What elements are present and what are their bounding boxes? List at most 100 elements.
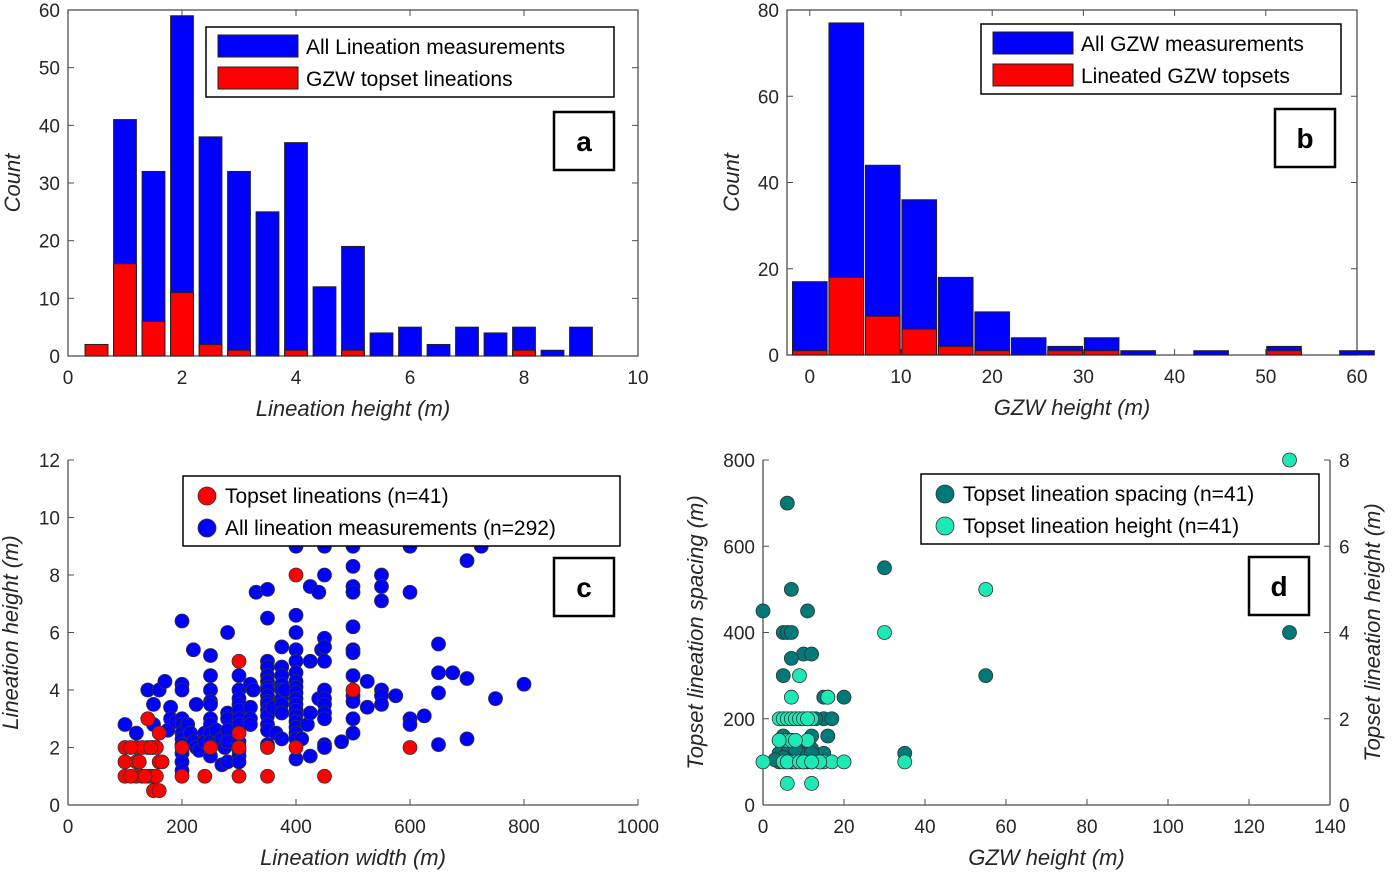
- point: [824, 711, 840, 727]
- point: [388, 688, 404, 704]
- point: [402, 717, 418, 732]
- bar: [455, 326, 479, 357]
- point: [345, 711, 361, 727]
- x-tick-label: 0: [63, 368, 74, 389]
- point: [459, 671, 475, 686]
- point: [317, 653, 332, 669]
- y-tick-label: 0: [49, 347, 60, 368]
- bar: [1266, 350, 1302, 356]
- x-tick-label: 120: [1233, 817, 1265, 838]
- x-tick-label: 50: [1255, 367, 1276, 388]
- point: [775, 668, 791, 684]
- y-tick-label: 0: [744, 796, 755, 817]
- x-tick-label: 30: [1073, 367, 1094, 388]
- y-tick-label: 50: [39, 59, 60, 80]
- legend: All GZW measurements Lineated GZW topsets: [980, 23, 1342, 95]
- bar: [170, 292, 194, 357]
- legend-label: Topset lineation spacing (n=41): [963, 483, 1254, 506]
- y-tick-label: 400: [723, 624, 755, 645]
- bar: [512, 349, 536, 357]
- legend-swatch: [217, 66, 299, 90]
- bar: [141, 320, 166, 357]
- x-tick-label: 2: [177, 368, 188, 389]
- point: [151, 783, 167, 799]
- point: [288, 567, 304, 583]
- point: [231, 668, 247, 684]
- bar: [569, 326, 593, 357]
- point: [242, 717, 258, 732]
- x-tick-label: 140: [1314, 817, 1346, 838]
- point: [897, 754, 913, 770]
- point: [431, 665, 446, 681]
- bar: [974, 350, 1011, 356]
- legend-marker: [197, 518, 217, 538]
- bar: [227, 170, 251, 357]
- bar: [84, 343, 109, 357]
- x-axis-label: GZW height (m): [968, 845, 1124, 870]
- bar: [426, 343, 451, 357]
- point: [260, 581, 275, 597]
- bar: [1010, 337, 1047, 356]
- bar: [1339, 350, 1375, 356]
- legend-label: Lineated GZW topsets: [1081, 65, 1290, 88]
- panel-label: a: [576, 126, 592, 157]
- point: [877, 560, 892, 576]
- point: [755, 603, 771, 619]
- bar: [901, 328, 938, 356]
- x-tick-label: 0: [758, 817, 769, 838]
- point: [459, 553, 475, 569]
- y-axis-label: Count: [0, 153, 25, 213]
- legend: Topset lineation spacing (n=41) Topset li…: [920, 473, 1320, 545]
- point: [137, 768, 153, 784]
- bar: [864, 315, 901, 356]
- bar: [113, 263, 137, 357]
- point: [836, 689, 852, 705]
- point: [345, 619, 361, 635]
- bar: [227, 349, 251, 357]
- point: [1282, 625, 1297, 640]
- y-right-tick-label: 0: [1339, 796, 1350, 817]
- x-tick-label: 60: [1346, 367, 1367, 388]
- bar: [791, 350, 828, 356]
- point: [123, 740, 139, 755]
- y-tick-label: 800: [723, 451, 755, 472]
- y-axis-label: Topset lineation spacing (m): [683, 495, 708, 769]
- legend: All Lineation measurements GZW topset lin…: [205, 26, 615, 98]
- point: [820, 728, 836, 744]
- panel-label-box: [1273, 107, 1337, 169]
- point: [334, 734, 350, 750]
- point: [143, 740, 159, 755]
- x-tick-label: 20: [982, 367, 1003, 388]
- y-tick-label: 6: [49, 624, 60, 645]
- point: [288, 607, 304, 623]
- point: [311, 584, 327, 600]
- y-tick-label: 10: [39, 509, 60, 530]
- panel-label-box: [552, 556, 616, 618]
- point: [978, 668, 994, 684]
- point: [402, 740, 418, 755]
- point: [800, 711, 815, 727]
- point: [317, 768, 332, 784]
- x-axis-label: GZW height (m): [994, 395, 1150, 420]
- y-tick-label: 10: [39, 289, 60, 310]
- panel-a: 0 2 4 6 8 10 0 10 20 30 40 50 60 Lineation height (m)…: [0, 1, 649, 421]
- panel-label: b: [1296, 123, 1313, 154]
- point: [188, 696, 204, 712]
- point: [220, 625, 236, 640]
- point: [245, 682, 261, 698]
- point: [359, 673, 375, 689]
- point: [274, 731, 290, 747]
- panel-label: d: [1270, 571, 1287, 602]
- bar: [1083, 350, 1120, 356]
- x-tick-label: 8: [519, 368, 530, 389]
- legend-swatch: [217, 34, 299, 58]
- bar: [791, 281, 828, 356]
- point: [783, 650, 799, 666]
- bar: [483, 332, 508, 357]
- bar: [828, 276, 865, 356]
- y-right-axis-label: Topset lineation height (m): [1360, 503, 1385, 761]
- x-tick-label: 100: [1152, 817, 1184, 838]
- series-1: [117, 567, 418, 799]
- x-tick-label: 6: [405, 368, 416, 389]
- y-tick-label: 0: [49, 796, 60, 817]
